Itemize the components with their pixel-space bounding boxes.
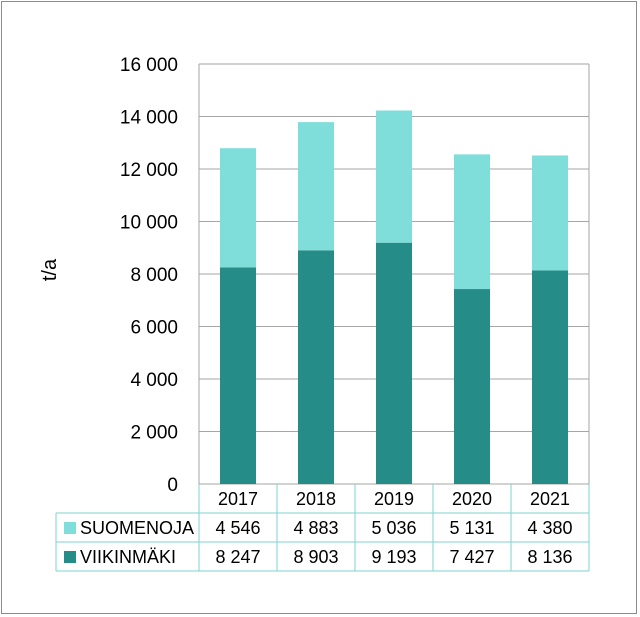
y-tick-label: 8 000	[130, 265, 178, 286]
table-category-2019: 2019	[374, 489, 414, 509]
data-label-viikinm-ki-2019: 9 193	[371, 547, 416, 567]
y-tick-label: 6 000	[130, 318, 178, 339]
data-label-viikinm-ki-2020: 7 427	[449, 547, 494, 567]
legend-label-suomenoja: SUOMENOJA	[80, 518, 194, 538]
bar-suomenoja-2017	[220, 148, 256, 268]
legend-key-suomenoja	[64, 522, 76, 534]
data-label-viikinm-ki-2018: 8 903	[293, 547, 338, 567]
data-label-suomenoja-2020: 5 131	[449, 518, 494, 538]
bar-suomenoja-2021	[532, 155, 568, 271]
y-tick-label: 14 000	[120, 108, 178, 129]
bar-suomenoja-2018	[298, 122, 334, 251]
y-tick-label: 12 000	[120, 160, 178, 181]
bar-viikinm-ki-2018	[298, 250, 334, 484]
data-label-viikinm-ki-2021: 8 136	[527, 547, 572, 567]
y-tick-labels: 0 2 000 4 000 6 000 8 000 10 000 12 000 14 000 1…	[120, 55, 178, 496]
data-label-suomenoja-2019: 5 036	[371, 518, 416, 538]
table-category-2018: 2018	[296, 489, 336, 509]
y-axis-label: t/a	[39, 258, 61, 281]
y-tick-label: 0	[167, 475, 178, 496]
y-tick-label: 4 000	[130, 370, 178, 391]
data-label-suomenoja-2018: 4 883	[293, 518, 338, 538]
data-label-suomenoja-2017: 4 546	[215, 518, 260, 538]
bar-suomenoja-2019	[376, 110, 412, 243]
legend-key-viikinm-ki	[64, 551, 76, 563]
gridlines	[198, 63, 590, 485]
y-tick-label: 16 000	[120, 55, 178, 76]
bars	[220, 110, 568, 484]
table-category-2021: 2021	[530, 489, 570, 509]
table-category-2020: 2020	[452, 489, 492, 509]
table-category-2017: 2017	[218, 489, 258, 509]
bar-viikinm-ki-2019	[376, 242, 412, 484]
bar-viikinm-ki-2020	[454, 289, 490, 484]
bar-viikinm-ki-2017	[220, 267, 256, 484]
data-label-suomenoja-2021: 4 380	[527, 518, 572, 538]
legend-label-viikinm-ki: VIIKINMÄKI	[80, 547, 176, 567]
y-tick-label: 10 000	[120, 213, 178, 234]
data-label-viikinm-ki-2017: 8 247	[215, 547, 260, 567]
y-tick-label: 2 000	[130, 423, 178, 444]
data-table: 2017 2018 2019 2020 2021 SUOMENOJA 4 546 4 883 5…	[55, 484, 590, 572]
bar-suomenoja-2020	[454, 154, 490, 290]
bar-viikinm-ki-2021	[532, 270, 568, 484]
